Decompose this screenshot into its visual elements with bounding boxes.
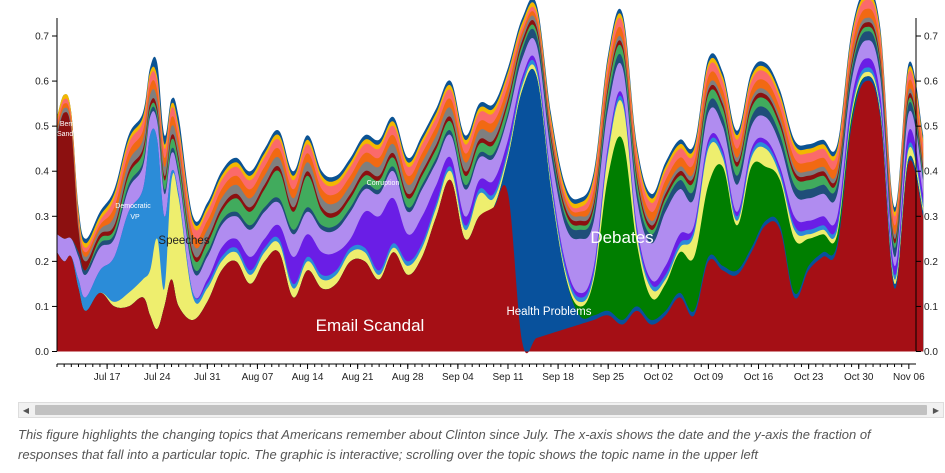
x-tick-label: Oct 16 (744, 372, 774, 383)
stream-label-bernie-sanders: Bernie (60, 121, 80, 128)
x-tick-label: Aug 07 (242, 372, 274, 383)
stream-label-corruption: Corruption (367, 180, 400, 187)
y-tick-label-left: 0.3 (35, 212, 49, 223)
stream-email-scandal[interactable] (57, 80, 924, 354)
y-tick-label-left: 0.1 (35, 302, 49, 313)
y-tick-label-right: 0.7 (924, 32, 938, 43)
stream-labels: Email Scandal Health Problems Debates Speec… (57, 121, 654, 335)
x-tick-label: Aug 14 (292, 372, 324, 383)
y-tick-label-right: 0.4 (924, 167, 938, 178)
stream-label-health-problems: Health Problems (506, 306, 591, 318)
y-tick-label-left: 0.4 (35, 167, 49, 178)
y-tick-label-right: 0.0 (924, 347, 938, 358)
y-tick-label-right: 0.1 (924, 302, 938, 313)
x-tick-label: Aug 28 (392, 372, 424, 383)
x-tick-label: Sep 04 (442, 372, 474, 383)
stream-label-democratic-vp: VP (130, 214, 140, 221)
x-tick-label: Oct 02 (644, 372, 674, 383)
y-tick-label-left: 0.2 (35, 257, 49, 268)
x-tick-label: Nov 06 (893, 372, 925, 383)
x-tick-label: Sep 11 (492, 372, 523, 383)
scroll-thumb[interactable] (35, 405, 927, 415)
x-tick-label: Oct 23 (794, 372, 824, 383)
y-tick-label-right: 0.6 (924, 77, 938, 88)
y-tick-label-right: 0.2 (924, 257, 938, 268)
x-tick-label: Sep 25 (592, 372, 624, 383)
y-tick-label-left: 0.6 (35, 77, 49, 88)
stream-label-debates: Debates (590, 228, 653, 247)
y-tick-label-right: 0.3 (924, 212, 938, 223)
x-tick-label: Jul 31 (194, 372, 221, 383)
stream-label-speeches: Speeches (158, 235, 209, 247)
streamgraph-chart[interactable]: 0.0 0.0 0.1 0.1 0.2 0.2 0.3 0.3 0.4 0.4 0.5 0.5 0.6 0… (0, 0, 945, 392)
x-tick-label: Sep 18 (542, 372, 574, 383)
stream-label-bernie-sanders: Sanders (57, 131, 84, 138)
y-tick-label-left: 0.0 (35, 347, 49, 358)
scroll-left-icon[interactable]: ◀ (22, 405, 30, 415)
y-tick-label-left: 0.7 (35, 32, 49, 43)
scroll-right-icon[interactable]: ▶ (932, 405, 940, 415)
x-tick-label: Jul 17 (94, 372, 121, 383)
x-tick-label: Oct 30 (844, 372, 874, 383)
x-tick-label: Aug 21 (342, 372, 374, 383)
stream-label-email-scandal: Email Scandal (316, 316, 425, 335)
x-tick-label: Jul 24 (144, 372, 171, 383)
stream-layers (57, 0, 924, 354)
horizontal-scrollbar[interactable]: ◀ ▶ (18, 402, 944, 418)
chart-axes: 0.0 0.0 0.1 0.1 0.2 0.2 0.3 0.3 0.4 0.4 0.5 0.5 0.6 0… (35, 18, 938, 383)
chart-svg[interactable]: 0.0 0.0 0.1 0.1 0.2 0.2 0.3 0.3 0.4 0.4 0.5 0.5 0.6 0… (0, 0, 945, 392)
y-tick-label-left: 0.5 (35, 122, 49, 133)
x-tick-label: Oct 09 (694, 372, 724, 383)
stream-label-democratic-vp: Democratic (115, 203, 151, 210)
figure-caption: This figure highlights the changing topi… (18, 427, 871, 462)
y-tick-label-right: 0.5 (924, 122, 938, 133)
